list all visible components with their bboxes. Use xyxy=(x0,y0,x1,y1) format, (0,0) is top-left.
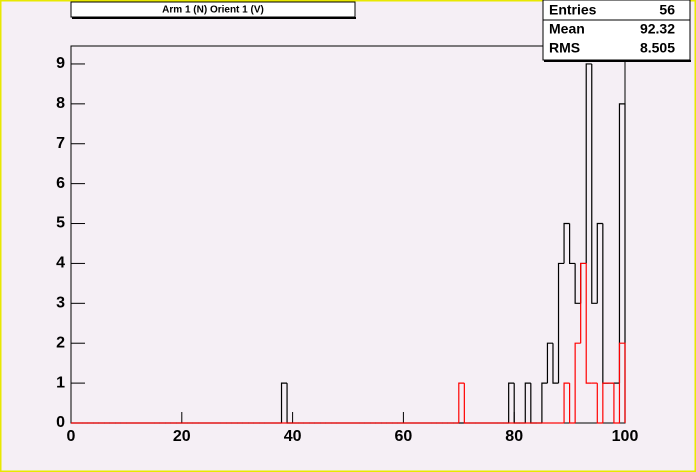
histogram-bin xyxy=(613,383,620,424)
histogram-bin xyxy=(574,342,581,423)
histogram-bin xyxy=(596,383,603,424)
histogram-bin xyxy=(574,263,581,304)
histogram-bin xyxy=(618,342,626,423)
histogram-bin xyxy=(463,383,470,424)
x-tick-label: 0 xyxy=(67,428,76,445)
histogram-bin xyxy=(580,262,587,344)
x-tick-label: 60 xyxy=(395,428,413,445)
histogram-bin xyxy=(618,103,626,423)
histogram-bin xyxy=(552,343,559,384)
stat-value: 56 xyxy=(659,2,675,18)
y-tick-label: 4 xyxy=(56,255,65,272)
histogram-bin xyxy=(602,382,609,423)
stats-box xyxy=(542,0,691,61)
stat-label: Mean xyxy=(549,21,585,37)
x-tick-label: 100 xyxy=(612,428,639,445)
y-tick-label: 2 xyxy=(56,334,65,351)
histogram-bin xyxy=(524,382,531,423)
y-tick-label: 3 xyxy=(56,295,65,312)
y-tick-label: 9 xyxy=(56,55,65,72)
y-tick-label: 5 xyxy=(56,215,65,232)
histogram-bin xyxy=(563,222,570,264)
x-tick-label: 20 xyxy=(173,428,191,445)
y-tick-label: 6 xyxy=(56,175,65,192)
histogram-bin xyxy=(569,383,576,424)
stat-value: 8.505 xyxy=(640,40,675,56)
x-tick-label: 80 xyxy=(505,428,523,445)
y-tick-label: 1 xyxy=(56,374,65,391)
histogram-bin xyxy=(546,342,553,384)
histogram-bin xyxy=(591,63,598,304)
histogram-bin xyxy=(585,63,592,264)
histogram-bin xyxy=(569,223,576,265)
y-tick-label: 8 xyxy=(56,95,65,112)
histogram-bin xyxy=(557,262,565,384)
stat-value: 92.32 xyxy=(640,21,675,37)
histogram-bin xyxy=(585,263,592,384)
histogram-bin xyxy=(458,382,465,423)
chart-title: Arm 1 (N) Orient 1 (V) xyxy=(162,5,264,16)
histogram-bin xyxy=(508,382,515,423)
stat-label: Entries xyxy=(549,2,597,18)
stat-label: RMS xyxy=(549,40,580,56)
histogram-bin xyxy=(541,382,548,423)
y-tick-label: 0 xyxy=(56,414,65,431)
histogram-bin xyxy=(280,382,288,423)
y-tick-label: 7 xyxy=(56,135,65,152)
x-tick-label: 40 xyxy=(284,428,302,445)
histogram-bin xyxy=(596,222,603,304)
histogram-bin xyxy=(563,382,570,423)
